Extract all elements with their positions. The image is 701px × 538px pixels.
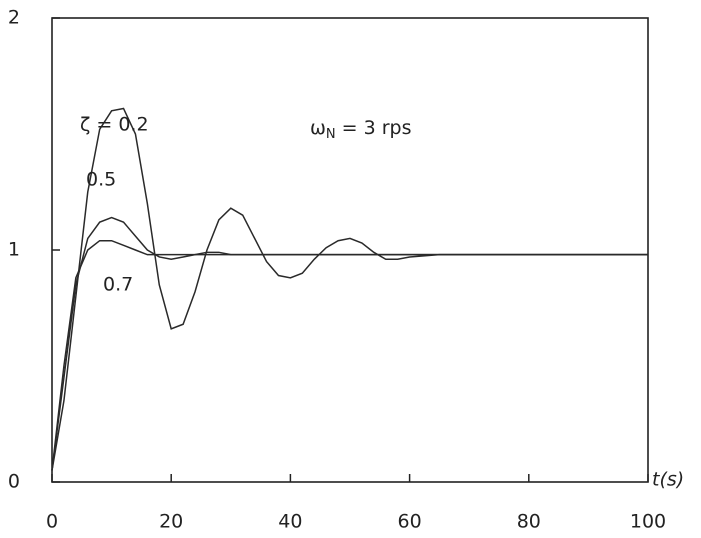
- x-tick-label: 80: [517, 511, 541, 533]
- plot-frame: [52, 18, 648, 482]
- x-axis-label: t(s): [652, 469, 684, 491]
- series-line: [52, 218, 648, 471]
- chart: ωN= 3 rps t(s) 012020406080100ζ = 0.20.5…: [0, 0, 701, 538]
- series-label: 0.7: [103, 274, 133, 296]
- series-line: [52, 108, 648, 470]
- x-tick-label: 20: [159, 511, 183, 533]
- series-line: [52, 241, 648, 471]
- x-tick-label: 100: [630, 511, 666, 533]
- y-tick-label: 2: [8, 7, 20, 29]
- y-tick-label: 0: [8, 471, 20, 493]
- series-label: ζ = 0.2: [80, 114, 149, 136]
- series-label: 0.5: [86, 169, 116, 191]
- annotation: ωN = 3 rps: [310, 117, 412, 142]
- x-tick-label: 60: [398, 511, 422, 533]
- x-tick-label: 0: [46, 511, 58, 533]
- x-tick-label: 40: [278, 511, 302, 533]
- annotation-symbol: ω: [310, 117, 326, 139]
- annotation-text: = 3 rps: [342, 117, 412, 139]
- annotation-subscript: N: [326, 127, 336, 142]
- y-tick-label: 1: [8, 239, 20, 261]
